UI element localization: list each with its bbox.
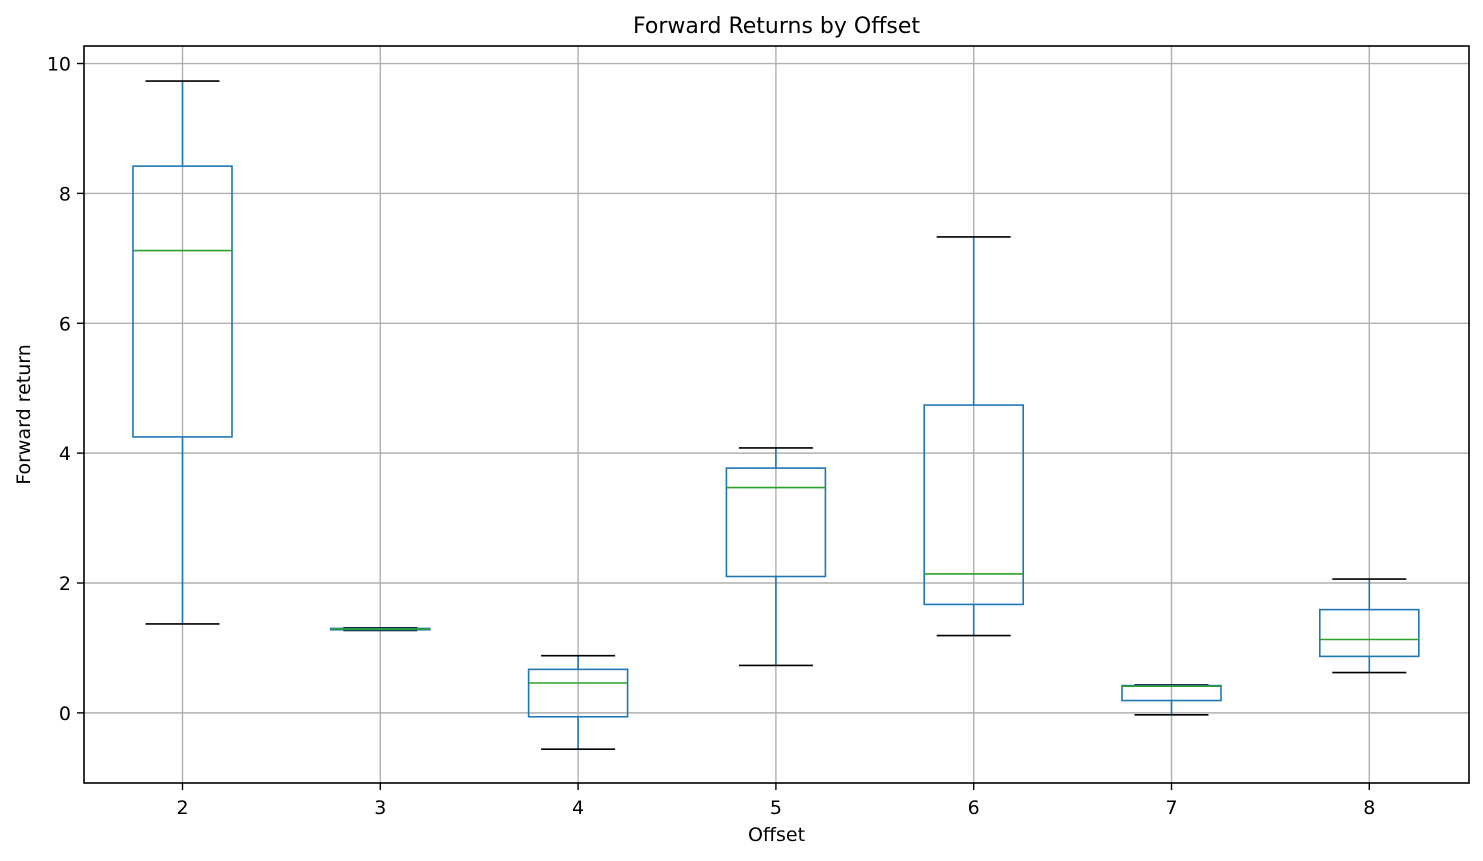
y-axis-label: Forward return — [13, 344, 35, 485]
x-tick-label: 6 — [968, 797, 980, 819]
y-tick-label: 6 — [59, 313, 71, 335]
box-group-offset-6 — [923, 236, 1025, 637]
x-tick-label: 3 — [374, 797, 386, 819]
iqr-box — [132, 165, 233, 438]
x-tick-label: 2 — [176, 797, 188, 819]
iqr-box — [1319, 608, 1420, 658]
y-tick-label: 0 — [59, 703, 71, 725]
y-tick-label: 8 — [59, 183, 71, 205]
iqr-box — [725, 467, 827, 578]
x-tick-label: 5 — [770, 797, 782, 819]
chart-title: Forward Returns by Offset — [633, 14, 920, 39]
box-layer — [132, 80, 1420, 751]
iqr-box — [527, 668, 629, 718]
x-tick-label: 4 — [572, 797, 584, 819]
y-tick-label: 2 — [59, 573, 71, 595]
box-group-offset-4 — [527, 654, 629, 751]
box-group-offset-5 — [725, 447, 827, 667]
x-axis-label: Offset — [748, 824, 805, 846]
x-tick-label: 8 — [1363, 797, 1375, 819]
box-group-offset-2 — [132, 80, 233, 625]
box-group-offset-3 — [329, 627, 431, 632]
box-group-offset-7 — [1121, 684, 1222, 716]
x-tick-label: 7 — [1165, 797, 1177, 819]
tick-layer: 0 2 4 6 8 10 2 3 4 5 6 7 8 — [47, 54, 1376, 819]
y-tick-label: 4 — [59, 443, 71, 465]
box-group-offset-8 — [1319, 578, 1420, 674]
y-tick-label: 10 — [47, 54, 71, 76]
iqr-box — [923, 404, 1025, 606]
